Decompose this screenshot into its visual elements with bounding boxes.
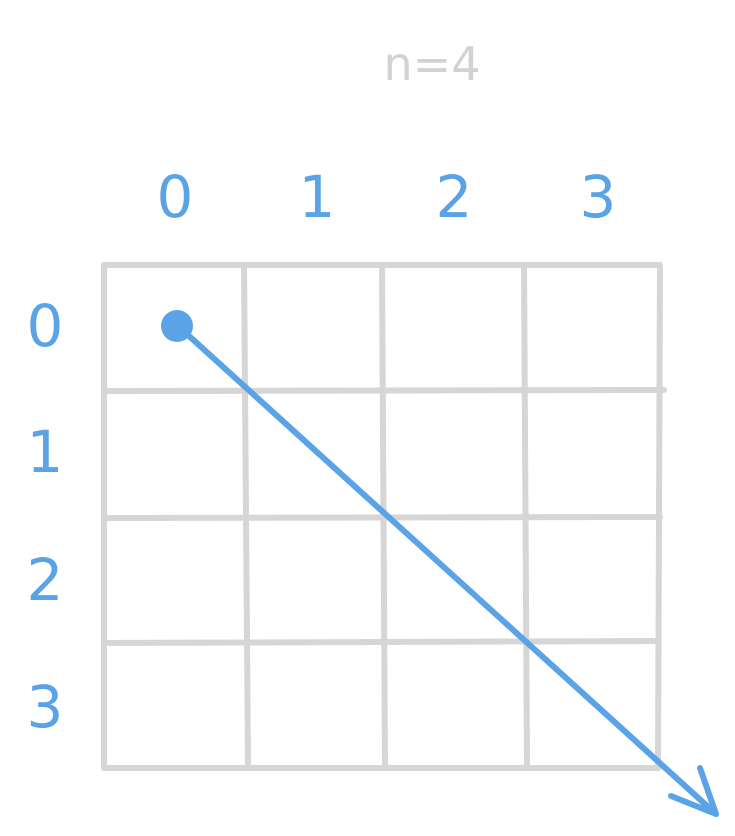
grid-lines: [101, 262, 667, 771]
row-label-2: 2: [27, 546, 64, 614]
row-labels: 0 1 2 3: [27, 292, 64, 741]
arrow-shaft: [175, 323, 719, 817]
grid-line-v-1: [241, 262, 251, 767]
column-label-3: 3: [580, 163, 617, 231]
column-label-0: 0: [157, 163, 194, 231]
row-label-3: 3: [27, 673, 64, 741]
row-label-1: 1: [27, 418, 64, 486]
grid-line-v-4: [655, 262, 663, 771]
column-label-1: 1: [299, 163, 336, 231]
title-label: n=4: [384, 37, 481, 91]
diagonal-arrow: [175, 323, 719, 817]
grid-line-v-2: [379, 265, 388, 769]
column-labels: 0 1 2 3: [157, 163, 617, 231]
row-label-0: 0: [27, 292, 64, 360]
grid-line-v-3: [521, 262, 530, 769]
arrow-head-icon: [668, 765, 719, 817]
start-dot-icon: [161, 310, 193, 342]
column-label-2: 2: [436, 163, 473, 231]
